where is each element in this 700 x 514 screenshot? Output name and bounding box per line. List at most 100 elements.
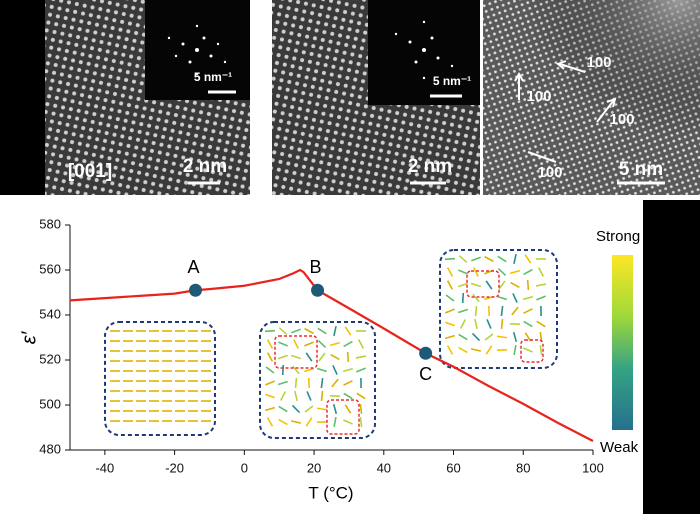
inset-arrow: [331, 378, 339, 388]
inset-arrow: [523, 308, 533, 314]
inset-arrow: [446, 345, 454, 355]
inset-arrow: [304, 341, 314, 347]
inset-arrow: [497, 255, 507, 263]
inset-arrow: [523, 320, 533, 328]
inset-arrow: [304, 327, 314, 335]
inset-arrow: [330, 353, 340, 361]
inset-arrow: [522, 295, 534, 301]
inset-arrow: [500, 305, 504, 317]
y-tick-label: 520: [39, 351, 61, 366]
inset-arrow: [265, 366, 275, 374]
inset-arrow: [446, 280, 454, 290]
inset-arrow: [281, 364, 285, 376]
scale-label: 5 nm: [619, 159, 663, 180]
inset-arrow: [293, 339, 299, 349]
inset-arrow: [500, 318, 504, 330]
inset-arrow: [486, 319, 492, 329]
inset-arrow: [359, 403, 363, 415]
inset-arrow: [523, 268, 533, 276]
direction-label: 100: [526, 88, 551, 105]
inset-arrow: [291, 404, 301, 414]
inset-arrow: [458, 282, 468, 288]
inset-arrow: [523, 347, 533, 353]
inset-arrow: [278, 354, 288, 360]
haze: [483, 0, 700, 195]
inset-arrow: [316, 367, 328, 373]
inset-arrow: [512, 293, 518, 303]
inset-arrow: [445, 321, 455, 327]
scale-label: 2 nm: [183, 156, 227, 177]
inset-arrow: [471, 256, 481, 262]
inset-arrow: [485, 345, 493, 355]
inset-arrow: [509, 269, 521, 275]
inset-arrow: [511, 306, 519, 316]
inset-arrow: [320, 390, 324, 402]
inset-arrow: [344, 404, 352, 414]
inset-arrow: [264, 329, 276, 333]
inset-arrow: [355, 355, 367, 359]
colorbar-top: Strong: [596, 228, 640, 245]
state-marker: [189, 283, 203, 297]
inset-arrow: [496, 335, 508, 339]
inset-arrow: [303, 367, 315, 373]
zone-axis: [001]: [68, 161, 112, 182]
inset-arrow: [498, 280, 506, 290]
inset-arrow: [343, 392, 353, 400]
inset-frame: [259, 321, 376, 439]
state-label: B: [310, 257, 322, 277]
inset-arrow: [474, 318, 478, 330]
state-marker: [311, 283, 325, 297]
cluster-box: [274, 335, 318, 369]
inset-arrow: [445, 294, 455, 302]
inset-arrow: [458, 269, 468, 275]
inset-arrow: [512, 331, 518, 343]
inset-arrow: [458, 333, 468, 341]
inset-arrow: [306, 391, 312, 401]
inset-arrow: [537, 267, 545, 277]
inset-arrow: [496, 295, 508, 301]
inset-arrow: [536, 320, 546, 328]
inset-arrow: [304, 405, 314, 413]
inset-arrow: [470, 282, 482, 288]
inset-frame: [439, 249, 558, 369]
inset-arrow: [460, 319, 466, 329]
inset-arrow: [535, 283, 547, 287]
inset-arrow: [344, 326, 352, 336]
direction-arrows: [514, 60, 617, 163]
inset-arrow: [343, 419, 353, 425]
y-tick-label: 480: [39, 441, 61, 456]
inset-arrow: [278, 405, 288, 413]
inset-arrow: [332, 365, 338, 375]
x-tick-label: -20: [165, 460, 184, 475]
border: [643, 200, 700, 514]
inset-arrow: [357, 339, 365, 349]
inset-arrow: [444, 257, 456, 261]
inset-arrow: [332, 403, 338, 415]
x-tick-label: -40: [95, 460, 114, 475]
inset-arrow: [265, 380, 275, 386]
inset-arrow: [513, 344, 517, 356]
x-tick-label: 40: [377, 460, 391, 475]
inset-arrow: [329, 341, 341, 347]
cluster-box: [466, 270, 500, 298]
state-marker: [419, 346, 433, 360]
inset-arrow: [266, 417, 274, 427]
inset-arrow: [278, 341, 288, 347]
x-tick-label: 80: [516, 460, 530, 475]
inset-arrow: [290, 354, 302, 360]
inset-arrow: [346, 351, 350, 363]
x-tick-label: 100: [582, 460, 604, 475]
inset-arrow: [474, 305, 478, 317]
inset-arrow: [291, 328, 301, 334]
fft-spots: [167, 24, 227, 76]
x-tick-label: 0: [241, 460, 248, 475]
inset-arrow: [484, 255, 494, 263]
inset-arrow: [278, 327, 288, 335]
inset-arrow: [277, 380, 289, 386]
inset-arrow: [457, 308, 469, 314]
x-axis-label: T (°C): [308, 483, 353, 502]
y-tick-label: 580: [39, 216, 61, 231]
inset-frame: [104, 321, 216, 436]
inset-arrow: [264, 406, 276, 412]
y-tick-label: 500: [39, 396, 61, 411]
